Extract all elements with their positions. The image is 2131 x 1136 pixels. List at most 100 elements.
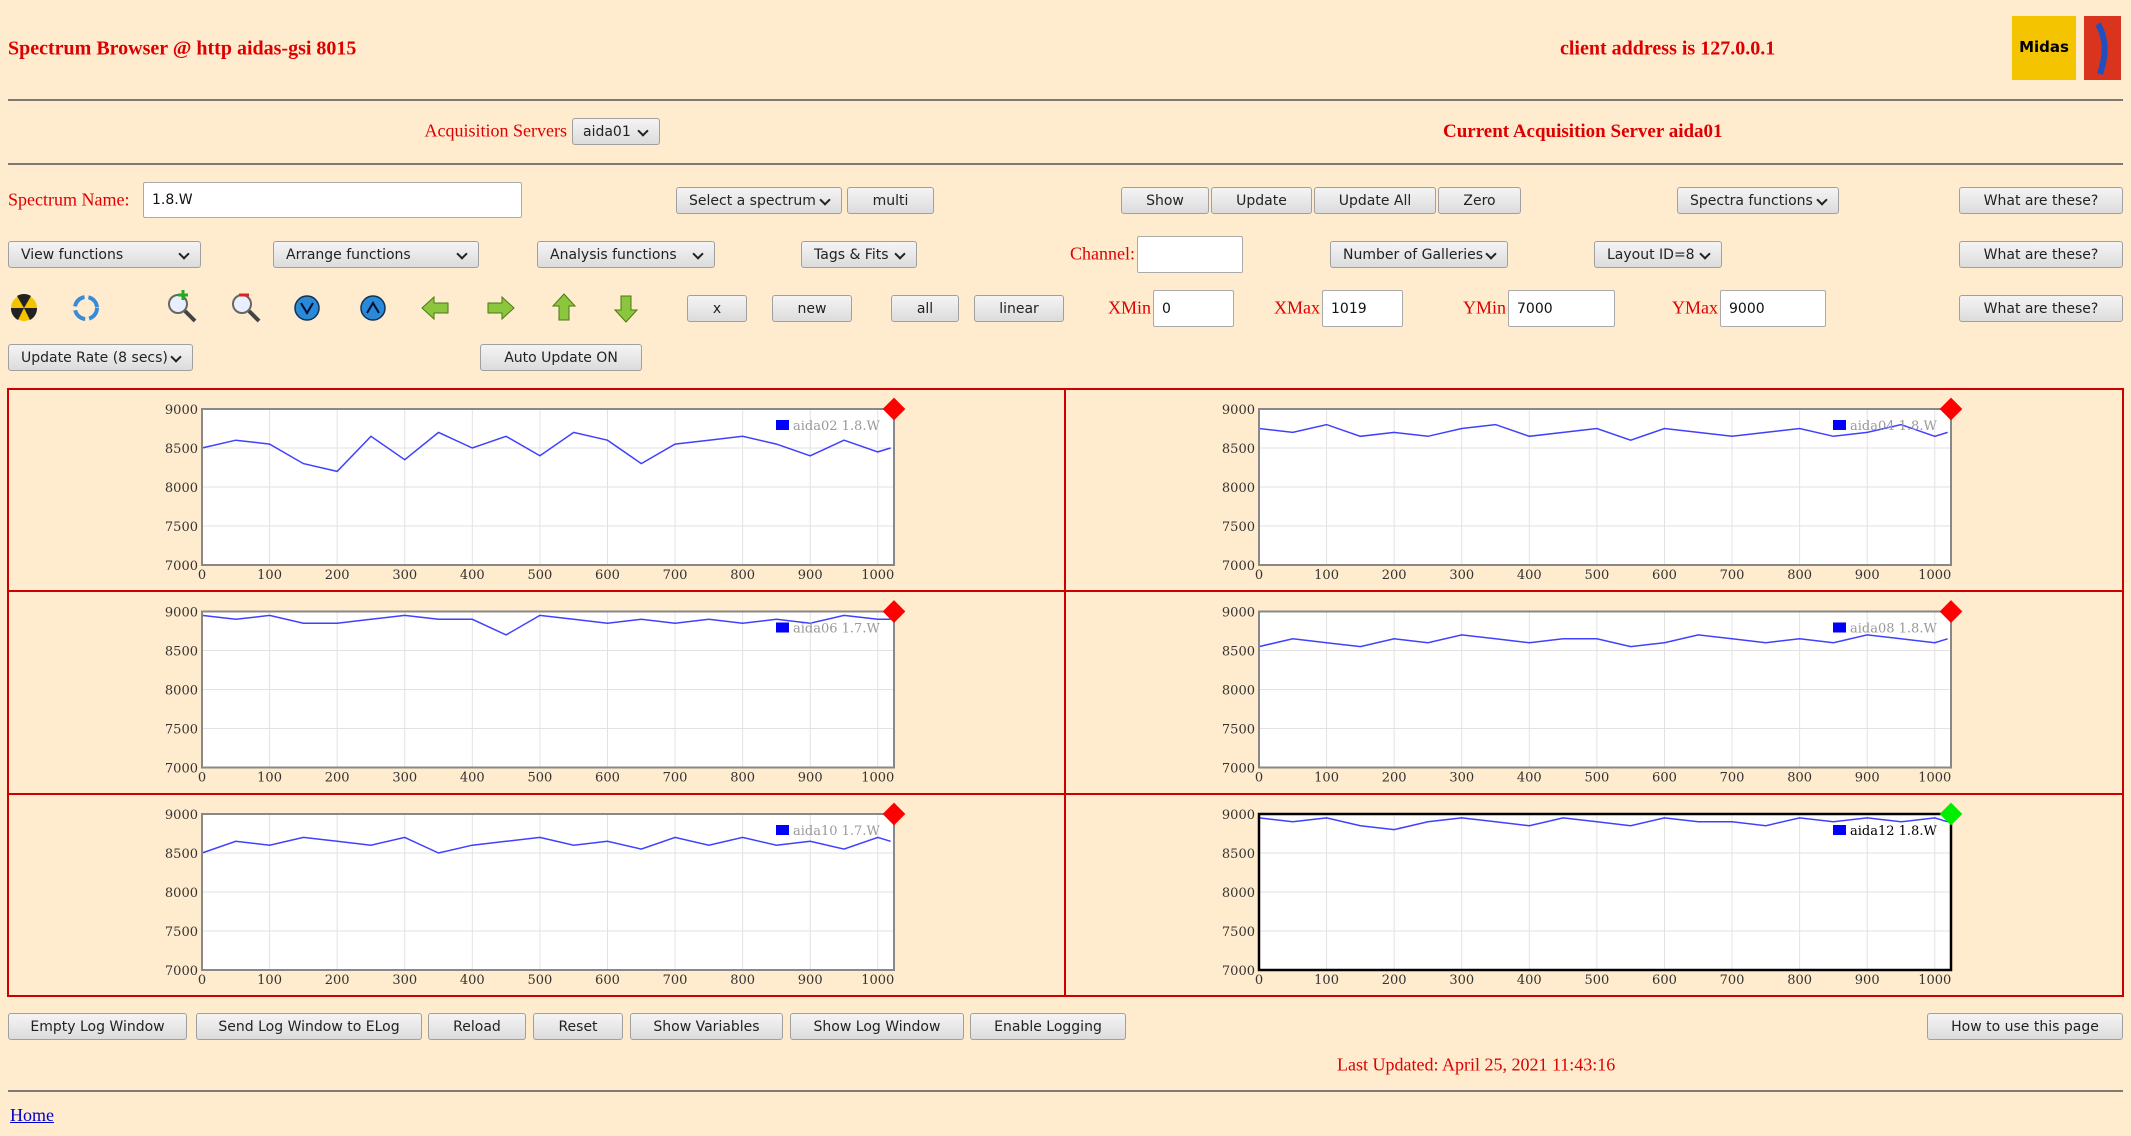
x-tick-label: 100 [1314,771,1339,786]
x-tick-label: 100 [257,568,282,583]
y-tick-label: 8000 [165,886,198,901]
y-tick-label: 7500 [1222,723,1255,738]
plot-frame [1258,408,1952,566]
plot-frame [201,610,895,769]
button[interactable]: Show [1121,187,1209,214]
x-tick-label: 1000 [1918,973,1951,988]
button[interactable]: Update Rate (8 secs) [8,344,193,371]
status-marker [882,600,906,623]
button[interactable]: Arrange functions [273,241,479,268]
home-link[interactable]: Home [10,1105,54,1125]
legend-swatch [776,825,789,835]
y-tick-label: 7500 [165,520,198,535]
x-tick-label: 300 [1449,568,1474,583]
data-line [201,431,891,473]
x-tick-label: 100 [257,973,282,988]
button[interactable]: Number of Galleries [1330,241,1508,268]
y-tick-label: 7000 [1222,964,1255,979]
toolbar-icons[interactable] [10,290,639,323]
button[interactable]: View functions [8,241,201,268]
x-tick-label: 0 [1255,973,1263,988]
x-tick-label: 600 [595,771,620,786]
button[interactable]: Enable Logging [970,1013,1126,1040]
server-select[interactable]: aida01 [572,118,660,145]
x-tick-label: 1000 [1918,568,1951,583]
x-tick-label: 900 [798,771,823,786]
button[interactable]: What are these? [1959,295,2123,322]
button[interactable]: Zero [1438,187,1521,214]
field-label: XMin [1107,297,1151,318]
field-input[interactable]: 7000 [1508,290,1615,327]
y-tick-label: 7500 [165,925,198,940]
button[interactable]: Send Log Window to ELog [196,1013,422,1040]
x-tick-label: 700 [1720,568,1745,583]
x-tick-label: 500 [527,771,552,786]
x-tick-label: 700 [663,568,688,583]
button[interactable]: Update All [1314,187,1436,214]
button[interactable]: Tags & Fits [801,241,917,268]
y-tick-label: 8000 [165,684,198,699]
spectrum-input[interactable]: 1.8.W [143,182,522,218]
legend-label: aida02 1.8.W [793,419,880,434]
button[interactable]: Auto Update ON [480,344,642,371]
legend-label: aida12 1.8.W [1850,824,1937,839]
x-tick-label: 100 [1314,568,1339,583]
button[interactable]: Reload [428,1013,526,1040]
button[interactable]: Empty Log Window [8,1013,187,1040]
chart: 0 100 200 300 400 500 600 700 800 900 1000 7000 7500… [1222,397,1963,583]
status-marker [1939,397,1963,421]
spectrum-label: Spectrum Name: [8,189,130,210]
button[interactable]: Update [1211,187,1312,214]
button[interactable]: How to use this page [1927,1013,2123,1040]
x-tick-label: 0 [198,973,206,988]
status-marker [1939,600,1963,623]
button[interactable]: multi [847,187,934,214]
button[interactable]: Show Log Window [790,1013,964,1040]
x-tick-label: 800 [1787,568,1812,583]
field-input[interactable]: 9000 [1720,290,1826,327]
x-tick-label: 500 [527,973,552,988]
last-updated: Last Updated: April 25, 2021 11:43:16 [1337,1054,1616,1075]
x-tick-label: 300 [1449,973,1474,988]
button[interactable]: all [891,295,959,322]
x-tick-label: 900 [1855,771,1880,786]
page-title: Spectrum Browser @ http aidas-gsi 8015 [8,37,357,60]
x-tick-label: 100 [1314,973,1339,988]
y-tick-label: 8500 [1222,442,1255,457]
field-input[interactable]: 0 [1153,290,1234,327]
y-tick-label: 9000 [1222,403,1255,418]
y-tick-label: 9000 [1222,606,1255,621]
x-tick-label: 200 [325,973,350,988]
y-tick-label: 7500 [1222,520,1255,535]
data-line [201,614,891,636]
button[interactable]: What are these? [1959,241,2123,268]
button[interactable]: linear [974,295,1064,322]
legend-label: aida06 1.7.W [793,622,880,637]
gallery-frame [7,388,2124,997]
button[interactable]: What are these? [1959,187,2123,214]
x-tick-label: 300 [392,771,417,786]
y-tick-label: 8500 [165,442,198,457]
x-tick-label: 600 [1652,771,1677,786]
x-tick-label: 400 [1517,771,1542,786]
x-tick-label: 700 [1720,771,1745,786]
button[interactable]: Analysis functions [537,241,715,268]
button[interactable]: x [687,295,747,322]
x-tick-label: 0 [198,771,206,786]
button[interactable]: Spectra functions [1677,187,1839,214]
x-tick-label: 800 [1787,771,1812,786]
x-tick-label: 0 [1255,568,1263,583]
legend-swatch [776,420,789,430]
rules [8,99,2123,1092]
x-tick-label: 800 [730,973,755,988]
field-input[interactable]: 1019 [1322,290,1403,327]
button[interactable]: Reset [533,1013,623,1040]
button[interactable]: Layout ID=8 [1594,241,1722,268]
x-tick-label: 200 [1382,973,1407,988]
button[interactable]: Show Variables [630,1013,783,1040]
button[interactable]: Select a spectrum [676,187,842,214]
button[interactable]: new [772,295,852,322]
channel-input[interactable] [1137,236,1243,273]
status-marker [882,397,906,421]
